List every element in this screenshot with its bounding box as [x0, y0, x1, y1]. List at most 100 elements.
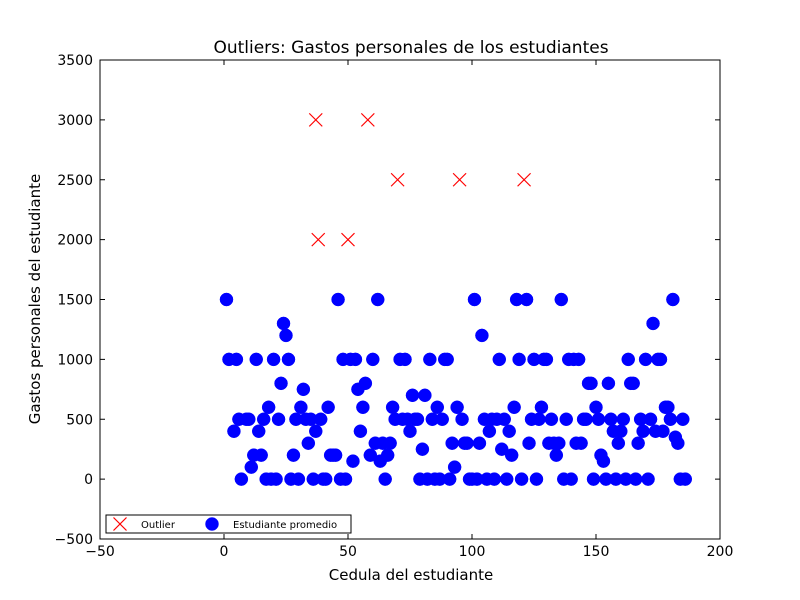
outlier-point	[308, 112, 323, 127]
student-point	[234, 472, 249, 486]
student-point	[653, 352, 668, 367]
student-point	[482, 424, 497, 438]
outlier-point-stroke	[452, 172, 467, 187]
student-point	[371, 292, 385, 307]
x-tick-label: 100	[459, 544, 486, 560]
student-point	[271, 412, 286, 426]
student-point	[403, 424, 417, 438]
student-point	[266, 352, 281, 367]
student-point	[663, 412, 678, 426]
student-point	[313, 412, 328, 426]
student-point	[661, 400, 675, 415]
legend-label: Estudiante promedio	[233, 520, 337, 531]
student-point	[514, 472, 529, 486]
outlier-point	[452, 172, 467, 187]
legend-box	[105, 514, 352, 534]
legend-student-marker	[205, 517, 219, 531]
plot-frame	[99, 59, 721, 540]
student-point	[286, 448, 301, 462]
student-point	[328, 448, 343, 462]
student-point	[502, 424, 516, 438]
student-point	[643, 412, 658, 426]
student-point	[447, 460, 462, 474]
student-point	[591, 412, 606, 426]
outlier-point-stroke	[311, 232, 326, 247]
x-tick-label: −50	[85, 544, 115, 560]
student-point	[666, 292, 680, 307]
student-point	[415, 442, 430, 456]
student-point	[676, 412, 690, 426]
student-point	[346, 454, 360, 468]
student-point	[249, 352, 263, 367]
y-tick-label: −500	[55, 532, 93, 548]
student-point	[646, 316, 660, 331]
student-point	[519, 292, 534, 307]
student-point	[269, 472, 283, 486]
student-point	[321, 400, 335, 415]
student-point	[261, 400, 276, 415]
y-tick-label: 0	[84, 472, 93, 488]
student-point	[544, 412, 559, 426]
outlier-point	[341, 232, 355, 247]
student-point	[549, 448, 564, 462]
student-point	[671, 436, 685, 450]
student-point	[571, 352, 586, 367]
x-tick-label: 200	[707, 544, 734, 560]
student-point	[418, 388, 432, 403]
student-point	[539, 352, 554, 367]
student-point	[331, 292, 345, 307]
outlier-point-stroke	[341, 232, 355, 247]
x-tick-label: 150	[583, 544, 610, 560]
student-point	[460, 436, 474, 450]
student-point	[244, 460, 259, 474]
student-point	[309, 424, 323, 438]
student-point	[532, 412, 546, 426]
student-point	[616, 412, 631, 426]
y-tick-label: 1500	[57, 293, 93, 309]
student-point	[398, 352, 412, 367]
outlier-point-stroke	[308, 112, 323, 127]
student-point	[445, 436, 459, 450]
student-point	[499, 472, 514, 486]
student-point	[495, 442, 509, 456]
student-point	[450, 400, 464, 415]
outlier-point-stroke	[517, 172, 532, 187]
data-points	[219, 112, 693, 486]
student-point	[356, 400, 370, 415]
student-point	[229, 352, 244, 367]
student-point	[487, 472, 502, 486]
student-point	[596, 454, 611, 468]
student-point	[601, 376, 616, 391]
student-point	[254, 448, 268, 462]
student-point	[294, 400, 308, 415]
student-point	[455, 412, 469, 426]
student-point	[358, 376, 373, 391]
student-point	[579, 412, 593, 426]
student-point	[430, 400, 445, 415]
student-point	[614, 424, 628, 438]
student-point	[656, 424, 670, 438]
x-tick-label: 50	[339, 544, 357, 560]
chart-title: Outliers: Gastos personales de los estud…	[213, 38, 608, 58]
student-point	[380, 448, 395, 462]
student-point	[574, 436, 588, 450]
student-point	[636, 424, 650, 438]
student-point	[552, 436, 566, 450]
student-point	[559, 412, 573, 426]
student-point	[472, 436, 487, 450]
student-point	[383, 436, 397, 450]
student-point	[554, 292, 569, 307]
student-point	[276, 316, 291, 331]
student-point	[296, 382, 311, 397]
student-point	[584, 376, 598, 391]
student-point	[338, 472, 353, 486]
student-point	[586, 472, 601, 486]
outlier-point-stroke	[360, 112, 375, 127]
student-point	[301, 436, 316, 450]
student-point	[219, 292, 234, 307]
y-tick-label: 1000	[57, 352, 93, 368]
student-point	[378, 472, 392, 486]
x-tick-label: 0	[220, 544, 229, 560]
student-point	[291, 472, 306, 486]
